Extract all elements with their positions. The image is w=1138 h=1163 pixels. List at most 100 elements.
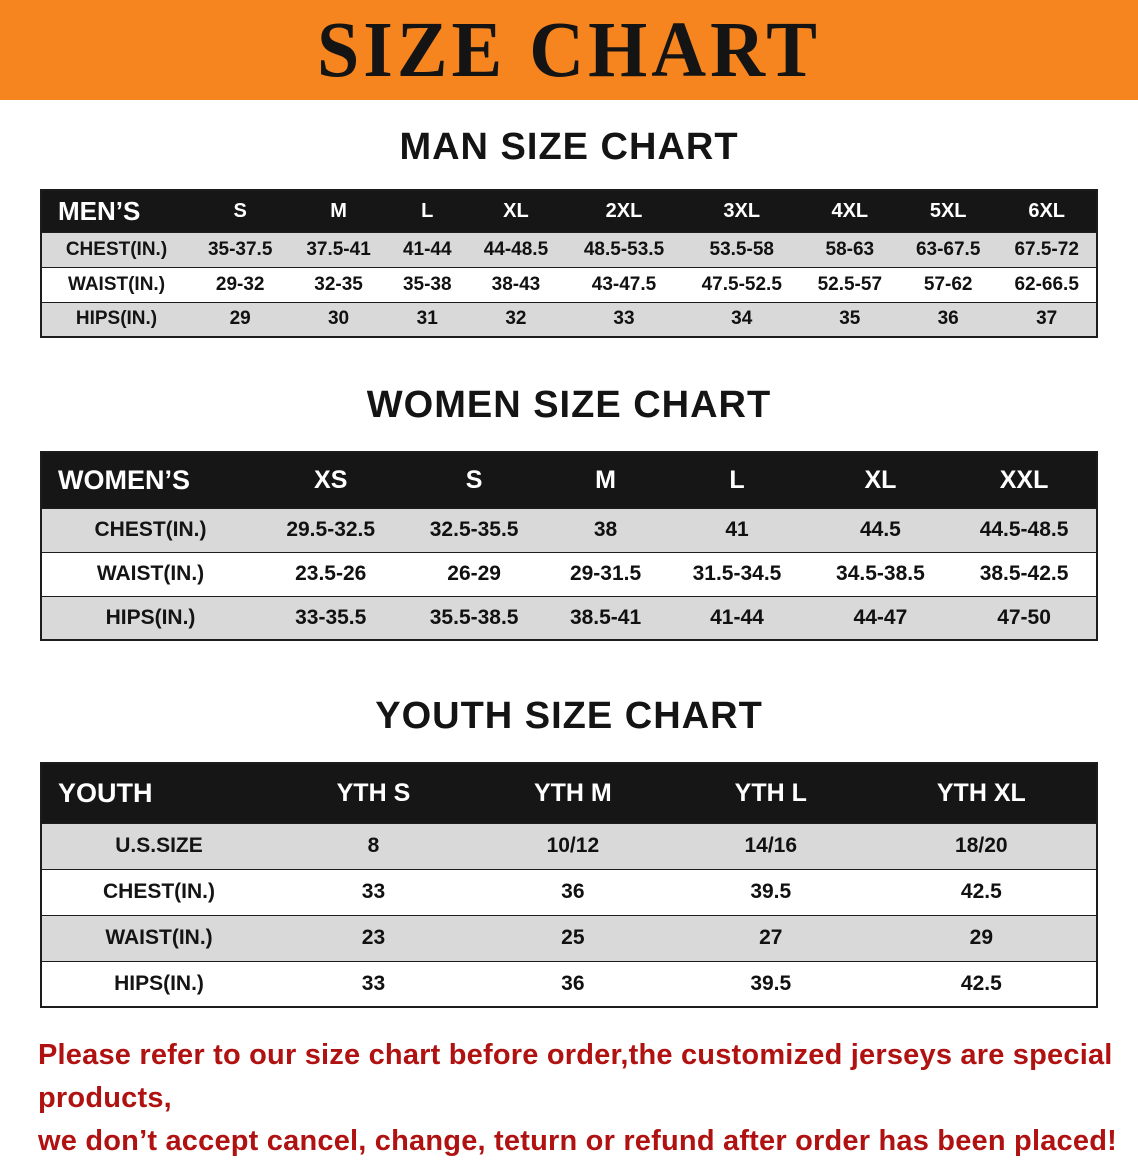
value-cell: 18/20 — [866, 822, 1097, 870]
value-cell: 62-66.5 — [997, 266, 1097, 303]
table-row: HIPS(IN.) 33 36 39.5 42.5 — [41, 960, 1097, 1008]
table-row: WAIST(IN.) 29-32 32-35 35-38 38-43 43-47.5 47.… — [41, 266, 1097, 303]
disclaimer-line-1: Please refer to our size chart before or… — [38, 1039, 1113, 1114]
value-cell: 57-62 — [899, 266, 998, 303]
row-label-cell: CHEST(IN.) — [41, 507, 259, 553]
table-row: HIPS(IN.) 33-35.5 35.5-38.5 38.5-41 41-44 44-… — [41, 595, 1097, 641]
size-header-cell: XS — [259, 451, 403, 509]
value-cell: 29-32 — [191, 266, 290, 303]
value-cell: 39.5 — [674, 960, 867, 1008]
value-cell: 37 — [997, 301, 1097, 338]
row-label-cell: HIPS(IN.) — [41, 960, 276, 1008]
row-label-cell: WAIST(IN.) — [41, 551, 259, 597]
value-cell: 34.5-38.5 — [808, 551, 953, 597]
header-row: YOUTH YTH S YTH M YTH L YTH XL — [41, 762, 1097, 824]
value-cell: 33 — [565, 301, 683, 338]
value-cell: 41 — [665, 507, 809, 553]
value-cell: 37.5-41 — [289, 231, 388, 268]
value-cell: 38-43 — [466, 266, 566, 303]
row-label-cell: WAIST(IN.) — [41, 266, 191, 303]
value-cell: 39.5 — [674, 868, 867, 916]
size-header-cell: 3XL — [682, 189, 801, 233]
value-cell: 29 — [191, 301, 290, 338]
size-header-cell: M — [545, 451, 666, 509]
value-cell: 26-29 — [402, 551, 546, 597]
value-cell: 33 — [276, 960, 471, 1008]
value-cell: 8 — [276, 822, 471, 870]
youth-section-heading: YOUTH SIZE CHART — [375, 695, 763, 737]
row-label-cell: HIPS(IN.) — [41, 595, 259, 641]
value-cell: 14/16 — [674, 822, 867, 870]
size-header-cell: 5XL — [899, 189, 998, 233]
value-cell: 52.5-57 — [800, 266, 899, 303]
value-cell: 29 — [866, 914, 1097, 962]
value-cell: 44.5-48.5 — [952, 507, 1097, 553]
value-cell: 23 — [276, 914, 471, 962]
men-size-table: MEN’S S M L XL 2XL 3XL 4XL 5XL 6XL CHEST(IN.) 35-37… — [40, 189, 1098, 338]
value-cell: 44.5 — [808, 507, 953, 553]
value-cell: 35 — [800, 301, 899, 338]
table-row: U.S.SIZE 8 10/12 14/16 18/20 — [41, 822, 1097, 870]
row-label-cell: HIPS(IN.) — [41, 301, 191, 338]
size-header-cell: XL — [466, 189, 566, 233]
value-cell: 67.5-72 — [997, 231, 1097, 268]
size-header-cell: YTH XL — [866, 762, 1097, 824]
value-cell: 33-35.5 — [259, 595, 403, 641]
size-header-cell: S — [402, 451, 546, 509]
value-cell: 34 — [682, 301, 801, 338]
value-cell: 58-63 — [800, 231, 899, 268]
value-cell: 48.5-53.5 — [565, 231, 683, 268]
size-header-cell: YTH M — [470, 762, 675, 824]
value-cell: 27 — [674, 914, 867, 962]
size-chart-banner: SIZE CHART — [0, 0, 1138, 100]
size-header-cell: 4XL — [800, 189, 899, 233]
size-header-cell: L — [387, 189, 467, 233]
women-size-table: WOMEN’S XS S M L XL XXL CHEST(IN.) 29.5-32.5 32.5… — [40, 451, 1098, 641]
size-header-cell: M — [289, 189, 388, 233]
table-title-cell: WOMEN’S — [41, 451, 259, 509]
value-cell: 38.5-42.5 — [952, 551, 1097, 597]
table-title-cell: YOUTH — [41, 762, 276, 824]
row-label-cell: U.S.SIZE — [41, 822, 276, 870]
value-cell: 36 — [470, 960, 675, 1008]
value-cell: 47-50 — [952, 595, 1097, 641]
value-cell: 32.5-35.5 — [402, 507, 546, 553]
value-cell: 36 — [470, 868, 675, 916]
value-cell: 32-35 — [289, 266, 388, 303]
table-row: CHEST(IN.) 33 36 39.5 42.5 — [41, 868, 1097, 916]
value-cell: 38.5-41 — [545, 595, 666, 641]
size-header-cell: XL — [808, 451, 953, 509]
size-header-cell: S — [191, 189, 290, 233]
value-cell: 31.5-34.5 — [665, 551, 809, 597]
value-cell: 35-37.5 — [191, 231, 290, 268]
disclaimer-text: Please refer to our size chart before or… — [38, 1034, 1138, 1163]
value-cell: 44-48.5 — [466, 231, 566, 268]
value-cell: 42.5 — [866, 868, 1097, 916]
page-title: SIZE CHART — [316, 5, 821, 94]
value-cell: 10/12 — [470, 822, 675, 870]
women-section-heading: WOMEN SIZE CHART — [366, 384, 772, 426]
value-cell: 36 — [899, 301, 998, 338]
table-row: HIPS(IN.) 29 30 31 32 33 34 35 36 37 — [41, 301, 1097, 338]
row-label-cell: WAIST(IN.) — [41, 914, 276, 962]
value-cell: 43-47.5 — [565, 266, 683, 303]
row-label-cell: CHEST(IN.) — [41, 868, 276, 916]
header-row: MEN’S S M L XL 2XL 3XL 4XL 5XL 6XL — [41, 189, 1097, 233]
table-row: WAIST(IN.) 23 25 27 29 — [41, 914, 1097, 962]
value-cell: 30 — [289, 301, 388, 338]
value-cell: 35.5-38.5 — [402, 595, 546, 641]
youth-size-table: YOUTH YTH S YTH M YTH L YTH XL U.S.SIZE 8 10/12… — [40, 762, 1098, 1008]
table-row: WAIST(IN.) 23.5-26 26-29 29-31.5 31.5-34.5 34… — [41, 551, 1097, 597]
size-header-cell: XXL — [952, 451, 1097, 509]
table-title-cell: MEN’S — [41, 189, 191, 233]
value-cell: 42.5 — [866, 960, 1097, 1008]
value-cell: 41-44 — [665, 595, 809, 641]
value-cell: 33 — [276, 868, 471, 916]
row-label-cell: CHEST(IN.) — [41, 231, 191, 268]
value-cell: 29-31.5 — [545, 551, 666, 597]
table-row: CHEST(IN.) 29.5-32.5 32.5-35.5 38 41 44.5 44.5… — [41, 507, 1097, 553]
value-cell: 35-38 — [387, 266, 467, 303]
value-cell: 41-44 — [387, 231, 467, 268]
value-cell: 63-67.5 — [899, 231, 998, 268]
man-section-heading: MAN SIZE CHART — [399, 126, 739, 168]
